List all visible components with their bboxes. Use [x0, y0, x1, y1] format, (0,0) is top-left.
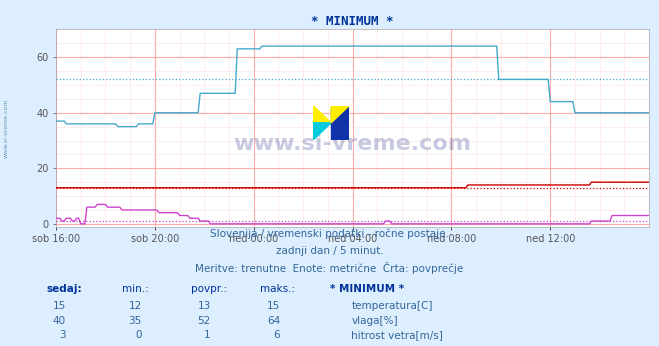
Text: 12: 12 — [129, 301, 142, 311]
Text: temperatura[C]: temperatura[C] — [351, 301, 433, 311]
Text: vlaga[%]: vlaga[%] — [351, 316, 398, 326]
Text: 35: 35 — [129, 316, 142, 326]
Text: 3: 3 — [59, 330, 66, 340]
Polygon shape — [331, 106, 349, 123]
Text: 6: 6 — [273, 330, 280, 340]
Title: * MINIMUM *: * MINIMUM * — [311, 15, 394, 28]
Text: Slovenija / vremenski podatki - ročne postaje.: Slovenija / vremenski podatki - ročne po… — [210, 228, 449, 239]
Text: 40: 40 — [53, 316, 66, 326]
Text: 0: 0 — [135, 330, 142, 340]
Text: min.:: min.: — [122, 284, 149, 294]
Text: 15: 15 — [267, 301, 280, 311]
Polygon shape — [331, 106, 349, 140]
Text: zadnji dan / 5 minut.: zadnji dan / 5 minut. — [275, 246, 384, 256]
Text: Meritve: trenutne  Enote: metrične  Črta: povprečje: Meritve: trenutne Enote: metrične Črta: … — [195, 262, 464, 274]
Text: sedaj:: sedaj: — [46, 284, 82, 294]
Text: 1: 1 — [204, 330, 211, 340]
Text: maks.:: maks.: — [260, 284, 295, 294]
Text: * MINIMUM *: * MINIMUM * — [330, 284, 403, 294]
Polygon shape — [313, 106, 331, 123]
Text: 64: 64 — [267, 316, 280, 326]
Text: hitrost vetra[m/s]: hitrost vetra[m/s] — [351, 330, 443, 340]
Text: povpr.:: povpr.: — [191, 284, 227, 294]
Text: www.si-vreme.com: www.si-vreme.com — [233, 134, 472, 154]
Polygon shape — [313, 123, 331, 140]
Text: 52: 52 — [198, 316, 211, 326]
Text: www.si-vreme.com: www.si-vreme.com — [4, 98, 9, 158]
Text: 15: 15 — [53, 301, 66, 311]
Text: 13: 13 — [198, 301, 211, 311]
